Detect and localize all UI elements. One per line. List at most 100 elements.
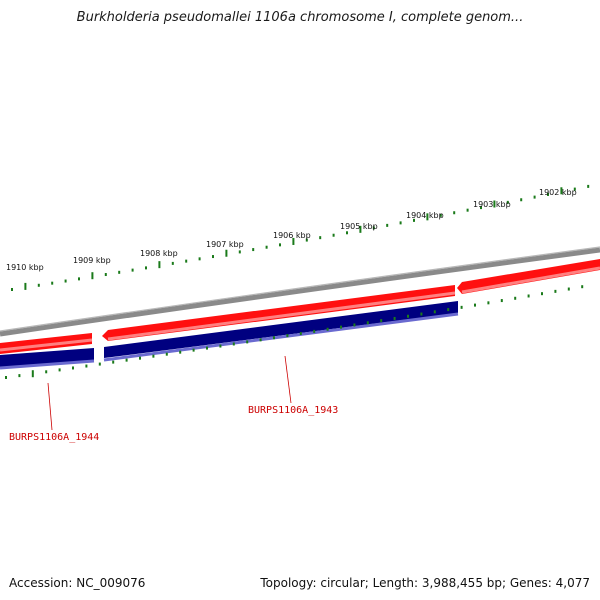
outer-ruler-tick	[37, 283, 40, 287]
outer-ruler-tick	[185, 259, 188, 263]
inner-ruler-tick	[219, 344, 222, 348]
ruler-label: 1907 kbp	[206, 240, 244, 249]
outer-ruler-tick	[279, 243, 281, 247]
outer-ruler-tick	[104, 273, 107, 277]
inner-ruler-tick	[554, 289, 557, 293]
reverse-gene-1943[interactable]	[104, 301, 458, 358]
inner-ruler-tick	[500, 299, 503, 303]
backbone-track-highlight	[0, 246, 600, 332]
outer-ruler-tick	[386, 223, 389, 227]
outer-ruler-tick	[265, 245, 268, 249]
outer-ruler-tick	[426, 213, 429, 221]
outer-ruler-tick	[198, 257, 201, 261]
outer-ruler-tick	[292, 237, 295, 245]
outer-ruler-tick	[439, 213, 442, 217]
forward-strand-features	[0, 259, 600, 354]
reverse-gene-1944[interactable]	[0, 348, 94, 368]
outer-ruler-tick	[51, 281, 54, 285]
ruler-label: 1910 kbp	[6, 263, 44, 272]
ruler-label: 1906 kbp	[273, 231, 311, 240]
ruler-label: 1905 kbp	[340, 222, 378, 231]
inner-ruler-tick	[487, 301, 490, 305]
inner-ruler-tick	[299, 332, 302, 336]
outer-ruler-tick	[587, 184, 590, 188]
outer-ruler-tick	[24, 282, 27, 290]
inner-ruler-tick	[246, 340, 249, 344]
outer-ruler-ticks	[11, 184, 590, 291]
outer-ruler-tick	[346, 231, 348, 235]
accession-text: Accession: NC_009076	[9, 576, 146, 590]
inner-ruler-tick	[98, 362, 101, 366]
gene-leader-1944	[47, 382, 53, 431]
outer-ruler-tick	[171, 261, 174, 265]
inner-ruler-tick	[31, 370, 34, 378]
outer-ruler-tick	[480, 206, 482, 210]
inner-ruler-tick	[407, 314, 409, 318]
genome-title: Burkholderia pseudomallei 1106a chromoso…	[76, 10, 524, 25]
inner-ruler-tick	[139, 356, 141, 360]
inner-ruler-tick	[420, 312, 423, 316]
inner-ruler-tick	[313, 329, 316, 333]
inner-ruler-tick	[125, 358, 128, 362]
outer-ruler-tick	[131, 268, 134, 272]
outer-ruler-tick	[145, 266, 147, 270]
inner-ruler-tick	[5, 375, 7, 379]
inner-ruler-tick	[179, 350, 182, 354]
inner-ruler-tick	[474, 303, 476, 307]
inner-ruler-tick	[514, 296, 517, 300]
topology-summary: Topology: circular; Length: 3,988,455 bp…	[260, 576, 590, 590]
outer-ruler-tick	[319, 236, 322, 240]
backbone-track	[0, 247, 600, 337]
inner-ruler-tick	[112, 360, 115, 364]
inner-ruler-tick	[380, 319, 383, 323]
outer-ruler-tick	[466, 208, 469, 212]
outer-ruler-tick	[11, 287, 13, 291]
inner-ruler-tick	[581, 285, 584, 289]
outer-ruler-tick	[332, 233, 335, 237]
outer-ruler-tick	[305, 238, 308, 242]
inner-ruler-tick	[433, 310, 436, 314]
outer-ruler-tick	[399, 221, 402, 225]
outer-ruler-tick	[158, 261, 161, 269]
outer-ruler-tick	[252, 248, 255, 252]
outer-ruler-tick	[91, 272, 94, 280]
inner-ruler-tick	[192, 348, 195, 352]
ruler-label: 1902 kbp	[539, 188, 577, 197]
outer-ruler-tick	[413, 218, 415, 222]
inner-ruler-tick	[152, 354, 155, 358]
inner-ruler-tick	[567, 287, 570, 291]
outer-ruler-tick	[506, 200, 509, 204]
outer-ruler-tick	[78, 277, 80, 281]
inner-ruler-tick	[45, 370, 48, 374]
reverse-strand-features	[0, 301, 459, 370]
inner-ruler-tick	[259, 338, 262, 342]
inner-ruler-tick	[206, 346, 208, 350]
inner-ruler-tick	[85, 364, 88, 368]
outer-ruler-tick	[520, 198, 523, 202]
ruler-label: 1909 kbp	[73, 256, 111, 265]
outer-ruler-tick	[225, 249, 228, 257]
outer-ruler-tick	[560, 187, 563, 195]
ruler-labels: 1910 kbp 1909 kbp 1908 kbp 1907 kbp 1906 kbp…	[6, 188, 577, 272]
outer-ruler-tick	[453, 211, 456, 215]
outer-ruler-tick	[118, 270, 121, 274]
outer-ruler-tick	[533, 195, 536, 199]
outer-ruler-tick	[372, 226, 375, 230]
ruler-label: 1908 kbp	[140, 249, 178, 258]
inner-ruler-tick	[340, 325, 342, 329]
outer-ruler-tick	[547, 192, 549, 196]
gene-label-1943[interactable]: BURPS1106A_1943	[248, 405, 338, 416]
inner-ruler-tick	[393, 316, 396, 320]
inner-ruler-tick	[460, 305, 463, 309]
gene-label-1944[interactable]: BURPS1106A_1944	[9, 432, 99, 443]
inner-ruler-tick	[447, 308, 450, 312]
outer-ruler-tick	[238, 250, 241, 254]
ruler-label: 1904 kbp	[406, 211, 444, 220]
inner-ruler-tick	[353, 323, 356, 327]
inner-ruler-tick	[541, 292, 543, 296]
outer-ruler-tick	[493, 200, 496, 208]
inner-ruler-tick	[366, 321, 369, 325]
gene-leader-1943	[284, 355, 292, 404]
